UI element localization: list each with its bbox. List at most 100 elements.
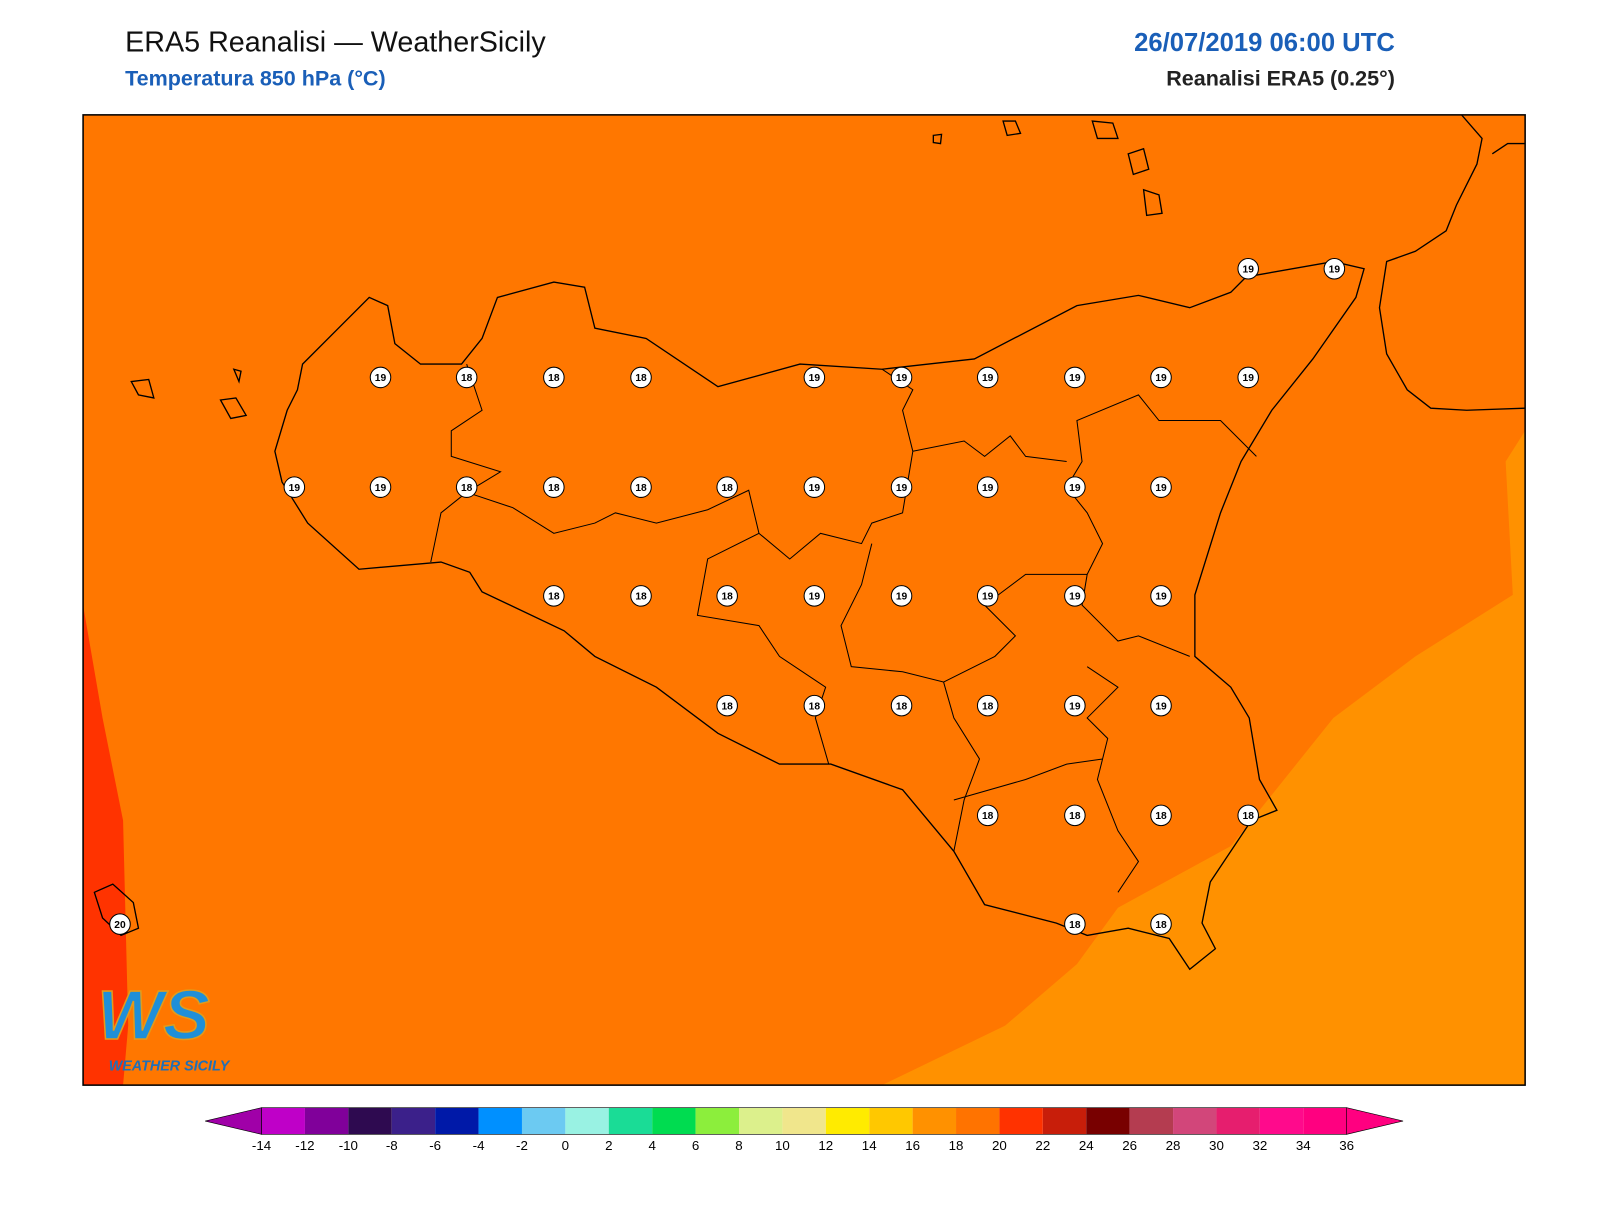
islands [93, 120, 1163, 937]
colorbar-over [1346, 1107, 1404, 1135]
station-value: 19 [1243, 373, 1255, 384]
station-marker [1150, 585, 1172, 607]
colorbar-tick-label: 12 [818, 1138, 833, 1153]
colorbar-bin [391, 1107, 436, 1135]
colorbar-bin [1216, 1107, 1260, 1135]
colorbar-bin [1259, 1107, 1304, 1135]
station-value: 19 [982, 483, 994, 494]
station-marker [803, 585, 826, 607]
field-20-22 [83, 605, 129, 1086]
colorbar-bin [521, 1107, 566, 1135]
colorbar-tick-label: 30 [1209, 1138, 1224, 1153]
station-marker [803, 366, 826, 389]
colorbar-bin [435, 1107, 479, 1135]
station-marker [369, 366, 392, 389]
station-marker [283, 476, 306, 498]
datetime: 26/07/2019 06:00 UTC [1134, 29, 1395, 57]
station-value: 18 [461, 373, 473, 384]
station-marker [803, 476, 826, 498]
station-value: 18 [1155, 920, 1167, 931]
colorbar-bin [782, 1107, 826, 1135]
colorbar-tick-label: 8 [735, 1138, 742, 1153]
colorbar-tick-label: 18 [949, 1138, 964, 1153]
station-marker [976, 585, 999, 607]
station-marker [1237, 804, 1259, 827]
station-marker [630, 585, 652, 607]
station-value: 19 [1155, 592, 1167, 603]
station-value: 18 [982, 811, 994, 822]
logo-name: WEATHER SICILY [109, 1058, 231, 1074]
station-marker [976, 476, 999, 498]
station-value: 19 [809, 592, 821, 603]
station-marker [1237, 366, 1259, 389]
station-value: 19 [289, 483, 301, 494]
station-value: 18 [635, 373, 647, 384]
colorbar-tick-label: 34 [1296, 1138, 1311, 1153]
station-value: 19 [982, 592, 994, 603]
station-marker [369, 476, 392, 498]
colorbar-tick-label: 26 [1122, 1138, 1137, 1153]
colorbar-bin [261, 1107, 305, 1135]
station-value: 19 [1069, 483, 1081, 494]
colorbar-tick-label: -6 [429, 1138, 441, 1153]
colorbar-bin [565, 1107, 609, 1135]
station-value: 19 [1069, 701, 1081, 712]
station-value: 18 [1243, 811, 1255, 822]
colorbar-bin [1042, 1107, 1087, 1135]
colorbar-tick-label: 2 [605, 1138, 612, 1153]
station-value: 19 [809, 483, 821, 494]
station-marker [976, 694, 999, 717]
colorbar-tick-label: 36 [1339, 1138, 1354, 1153]
station-value: 19 [375, 483, 387, 494]
station-marker [890, 585, 913, 607]
colorbar-tick-label: 4 [648, 1138, 656, 1153]
colorbar-bin [695, 1107, 739, 1135]
logo: WS WEATHER SICILY [97, 975, 231, 1074]
station-marker [1150, 804, 1172, 827]
colorbar-frame [261, 1107, 1347, 1135]
station-marker [716, 585, 738, 607]
colorbar-bin [825, 1107, 870, 1135]
station-value: 18 [548, 592, 560, 603]
station-value: 19 [1329, 264, 1341, 275]
station-value: 19 [375, 373, 387, 384]
colorbar-tick-label: 20 [992, 1138, 1007, 1153]
station-marker [803, 694, 826, 717]
station-value: 19 [1069, 373, 1081, 384]
station-marker [890, 476, 913, 498]
sicily-coast [274, 260, 1365, 971]
colorbar-tick-label: -8 [386, 1138, 398, 1153]
colorbar-bin [1303, 1107, 1347, 1135]
colorbar-tick-label: -12 [295, 1138, 314, 1153]
station-value: 18 [721, 592, 733, 603]
title: ERA5 Reanalisi — WeatherSicily [125, 27, 546, 59]
map-frame [82, 114, 1526, 1086]
colorbar-tick-label: 32 [1252, 1138, 1267, 1153]
station-marker [890, 366, 913, 389]
colorbar-bin [478, 1107, 522, 1135]
colorbar-tick-label: -2 [516, 1138, 528, 1153]
colorbar-tick-label: 6 [692, 1138, 699, 1153]
station-value: 18 [809, 701, 821, 712]
station-value: 18 [461, 483, 473, 494]
colorbar-bin [1173, 1107, 1217, 1135]
station-value: 19 [896, 373, 908, 384]
station-value: 19 [896, 592, 908, 603]
station-value: 18 [635, 483, 647, 494]
colorbar: -14 -12 -10 -8 -6 -4 -2 0 2 4 6 8 10 12 14 16 18 20 22 24 26… [205, 1107, 1404, 1153]
station-marker [1323, 257, 1346, 280]
colorbar-bin [652, 1107, 696, 1135]
station-value: 18 [982, 701, 994, 712]
station-value: 18 [721, 701, 733, 712]
colorbar-bin [1086, 1107, 1130, 1135]
station-value: 18 [896, 701, 908, 712]
station-marker [630, 476, 652, 498]
colorbar-tick-label: -4 [473, 1138, 485, 1153]
station-value: 19 [1243, 264, 1255, 275]
source: Reanalisi ERA5 (0.25°) [1166, 67, 1395, 91]
station-marker [630, 366, 652, 389]
station-marker [976, 366, 999, 389]
station-marker [455, 476, 478, 498]
station-value: 18 [1069, 920, 1081, 931]
